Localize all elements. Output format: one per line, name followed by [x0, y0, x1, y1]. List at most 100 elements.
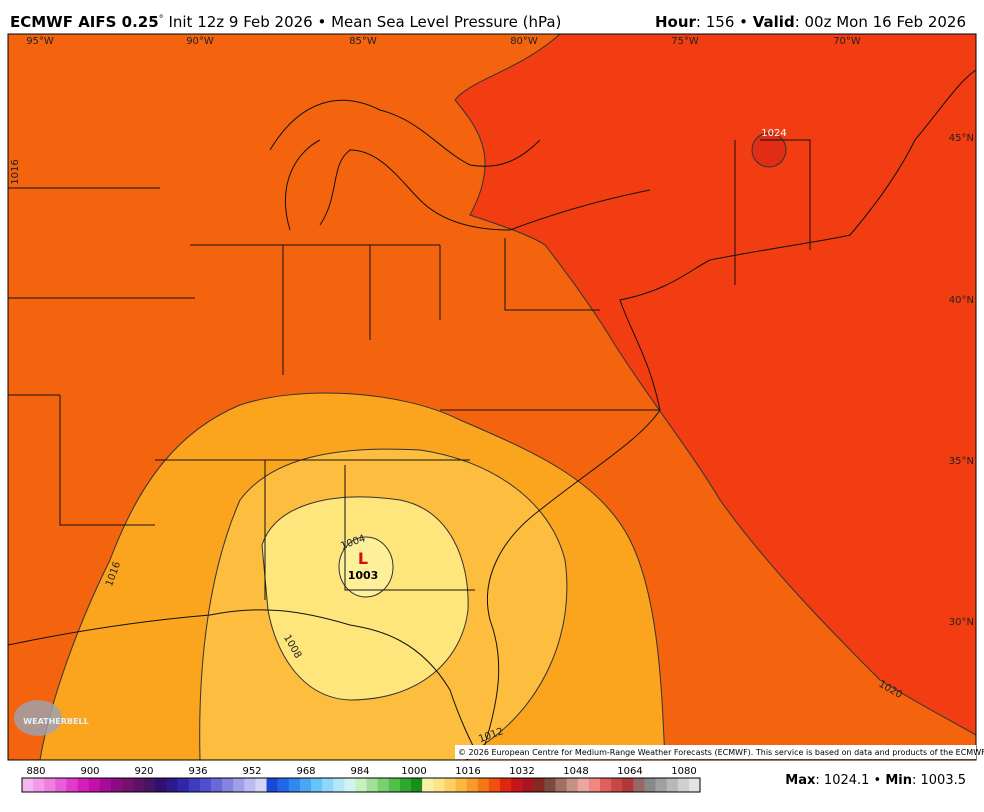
colorbar-label: 920 [134, 766, 153, 777]
colorbar-swatch [310, 778, 323, 792]
colorbar-swatch [233, 778, 245, 792]
colorbar-swatch [622, 778, 634, 792]
colorbar-swatch [333, 778, 345, 792]
colorbar-swatch [422, 778, 434, 792]
low-marker: L [358, 549, 368, 568]
valid-label: Valid [753, 13, 795, 31]
colorbar-label: 1032 [509, 766, 534, 777]
hour-value: : 156 • [696, 13, 753, 31]
colorbar-swatch [77, 778, 89, 792]
pressure-1004-1008 [261, 496, 469, 701]
latitude-label: 30°N [949, 617, 974, 628]
colorbar-label: 936 [188, 766, 207, 777]
latitude-label: 45°N [949, 133, 974, 144]
colorbar-swatch [544, 778, 556, 792]
colorbar-label: 1048 [563, 766, 588, 777]
low-value: 1003 [348, 569, 379, 582]
longitude-label: 90°W [186, 36, 214, 47]
colorbar-swatch [99, 778, 112, 792]
colorbar-swatch [644, 778, 656, 792]
colorbar-swatch [177, 778, 190, 792]
contour-label: 1016 [10, 159, 21, 184]
credit: © 2026 European Centre for Medium-Range … [458, 748, 984, 757]
colorbar-swatch [188, 778, 201, 792]
max-min: Max: 1024.1 • Min: 1003.5 [785, 773, 966, 788]
colorbar-swatch [166, 778, 178, 792]
colorbar-swatch [444, 778, 456, 792]
colorbar-swatch [110, 778, 123, 792]
colorbar-swatch [477, 778, 490, 792]
colorbar-swatch [144, 778, 156, 792]
colorbar-label: 880 [26, 766, 45, 777]
colorbar-swatch [133, 778, 145, 792]
colorbar-label: 900 [80, 766, 99, 777]
colorbar-label: 1016 [455, 766, 480, 777]
colorbar: 880 900 920 936 952 968 984 1000 1016 1032 1048 106… [21, 766, 701, 793]
colorbar-swatch [399, 778, 412, 792]
longitude-label: 95°W [26, 36, 54, 47]
latitude-label: 35°N [949, 456, 974, 467]
colorbar-swatch [566, 778, 579, 792]
colorbar-swatch [299, 778, 312, 792]
valid-value: : 00z Mon 16 Feb 2026 [795, 13, 966, 31]
colorbar-swatch [210, 778, 223, 792]
colorbar-swatch [55, 778, 67, 792]
colorbar-swatch [155, 778, 167, 792]
colorbar-label: 1080 [671, 766, 696, 777]
colorbar-swatch [511, 778, 523, 792]
colorbar-swatch [555, 778, 567, 792]
degree: ° [159, 14, 164, 25]
colorbar-label: 984 [350, 766, 369, 777]
colorbar-label: 952 [242, 766, 261, 777]
colorbar-swatch [33, 778, 45, 792]
borders [8, 69, 976, 760]
map: 95°W 90°W 85°W 80°W 75°W 70°W 45°N 40°N 35°N 30°… [7, 33, 984, 761]
logo: WEATHERBELL [23, 717, 88, 726]
title: ECMWF AIFS 0.25° Init 12z 9 Feb 2026 • M… [10, 13, 561, 31]
subtitle: Init 12z 9 Feb 2026 • Mean Sea Level Pre… [164, 13, 562, 31]
pressure-1020-region [454, 34, 976, 736]
colorbar-swatch [633, 778, 645, 792]
model: ECMWF AIFS 0.25 [10, 13, 159, 31]
colorbar-swatch [666, 778, 679, 792]
colorbar-swatch [466, 778, 479, 792]
colorbar-frame [21, 777, 701, 793]
colorbar-swatch [366, 778, 378, 792]
colorbar-swatch [355, 778, 367, 792]
colorbar-swatch [655, 778, 667, 792]
colorbar-swatch [22, 778, 34, 792]
colorbar-swatch [411, 778, 423, 792]
colorbar-swatch [66, 778, 78, 792]
colorbar-label: 1000 [401, 766, 426, 777]
colorbar-swatch [688, 778, 701, 792]
pressure-below-1004 [338, 536, 394, 598]
colorbar-label: 1064 [617, 766, 642, 777]
colorbar-swatch [455, 778, 467, 792]
colorbar-swatch [499, 778, 512, 792]
logo-globe [14, 700, 62, 736]
pressure-1024-region [751, 132, 787, 168]
min-value: : 1003.5 [912, 773, 966, 788]
colorbar-swatch [244, 778, 256, 792]
colorbar-label: 968 [296, 766, 315, 777]
colorbar-swatch [611, 778, 623, 792]
credit-bg [455, 745, 976, 759]
colorbar-swatch [388, 778, 401, 792]
max-label: Max [785, 773, 816, 788]
colorbar-swatch [522, 778, 534, 792]
colorbar-swatch [377, 778, 390, 792]
colorbar-swatch [488, 778, 501, 792]
valid-info: Hour: 156 • Valid: 00z Mon 16 Feb 2026 [655, 13, 966, 31]
latitude-label: 40°N [949, 295, 974, 306]
max-value: : 1024.1 • [815, 773, 885, 788]
colorbar-swatch [277, 778, 290, 792]
contour-label: 1024 [761, 128, 786, 139]
map-frame [7, 33, 977, 761]
colorbar-swatch [577, 778, 590, 792]
longitude-label: 70°W [833, 36, 861, 47]
colorbar-swatch [255, 778, 267, 792]
min-label: Min [885, 773, 912, 788]
colorbar-swatch [677, 778, 690, 792]
colorbar-swatch [44, 778, 56, 792]
